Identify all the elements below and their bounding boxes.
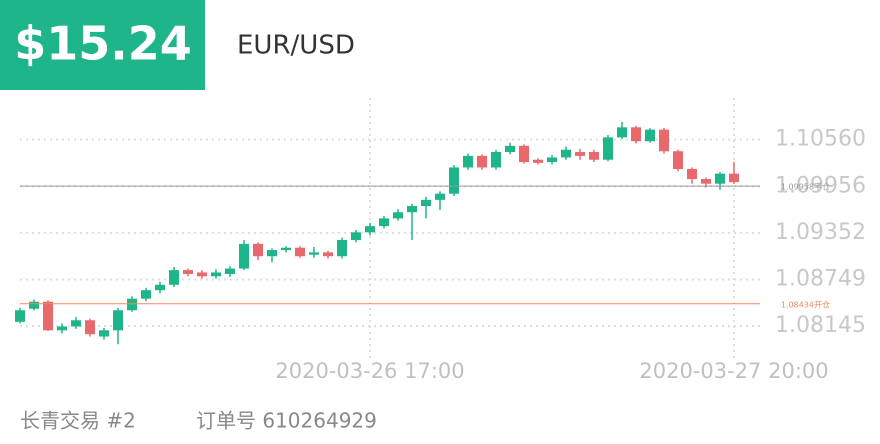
candle-body <box>253 243 263 257</box>
candle-body <box>337 240 347 257</box>
x-tick-label: 2020-03-27 20:00 <box>639 359 828 383</box>
plot: 1.10560 1.09956 1.09352 1.08749 1.08145 2020-… <box>15 98 866 383</box>
candle-body <box>575 152 585 156</box>
candle-body <box>687 169 697 180</box>
candle-body <box>449 167 459 194</box>
candle-body <box>43 301 53 331</box>
candle-body <box>365 226 375 233</box>
reference-label: 1.08434开仓 <box>781 299 830 309</box>
symbol: EUR/USD <box>237 31 355 61</box>
candle-body <box>673 151 683 170</box>
candle-body <box>407 206 417 213</box>
candle-body <box>645 129 655 142</box>
candle-body <box>393 212 403 219</box>
candle-body <box>15 310 25 322</box>
candle-body <box>211 272 221 277</box>
candle-body <box>169 270 179 285</box>
candle-body <box>715 173 725 184</box>
candle-body <box>505 145 515 153</box>
candle-body <box>281 247 291 251</box>
account: 长青交易 #2 <box>20 409 136 433</box>
candle-body <box>155 284 165 291</box>
y-tick-label: 1.09956 <box>775 173 866 198</box>
candle-body <box>729 173 739 183</box>
y-tick-label: 1.09352 <box>775 220 866 245</box>
candle-body <box>603 137 613 160</box>
candle-body <box>379 218 389 227</box>
candle-body <box>463 155 473 168</box>
candle-body <box>183 270 193 274</box>
candle-body <box>519 145 529 163</box>
candle-body <box>239 243 249 269</box>
candle-body <box>435 193 445 200</box>
candle-body <box>71 320 81 327</box>
candle-body <box>547 157 557 163</box>
candle-body <box>491 152 501 168</box>
candle-body <box>99 330 109 337</box>
candle-body <box>197 272 207 277</box>
order-number: 订单号 610264929 <box>196 409 377 433</box>
candle-body <box>85 320 95 335</box>
candle-body <box>617 127 627 138</box>
candle-body <box>701 179 711 184</box>
candle-body <box>631 127 641 142</box>
candle-body <box>323 252 333 257</box>
candle-body <box>309 252 319 255</box>
y-tick-label: 1.08749 <box>775 266 866 291</box>
candle-body <box>533 159 543 163</box>
amount-badge <box>0 0 205 90</box>
candle-body <box>113 310 123 331</box>
candle-body <box>29 301 39 309</box>
y-tick-label: 1.10560 <box>775 127 866 152</box>
candle-body <box>295 247 305 257</box>
candle-body <box>225 268 235 274</box>
candle-body <box>267 250 277 257</box>
candle-body <box>561 149 571 158</box>
candle-body <box>127 298 137 311</box>
reference-label: 1.09958平仓 <box>781 182 830 192</box>
candle-body <box>659 129 669 152</box>
amount: $15.24 <box>14 17 192 71</box>
candle-body <box>477 155 487 168</box>
candle-body <box>351 232 361 241</box>
candle-body <box>57 326 67 331</box>
y-tick-label: 1.08145 <box>775 313 866 338</box>
candle-body <box>141 290 151 299</box>
candle-body <box>421 199 431 207</box>
candle-body <box>589 152 599 160</box>
x-tick-label: 2020-03-26 17:00 <box>275 359 464 383</box>
